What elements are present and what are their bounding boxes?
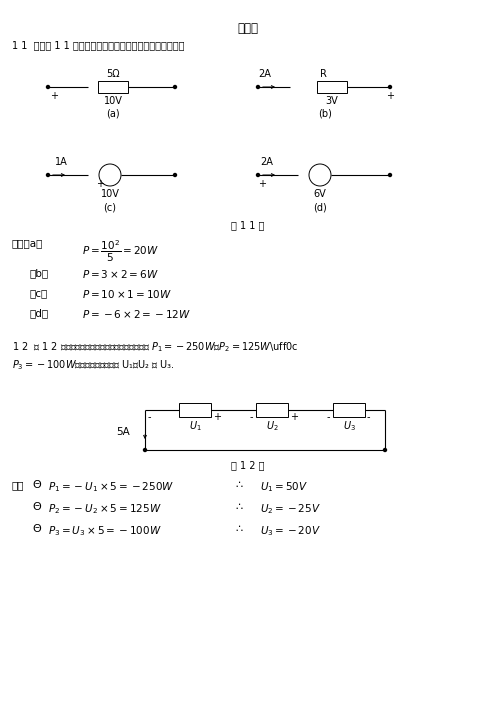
Text: (b): (b)	[318, 109, 332, 119]
Text: ∴: ∴	[235, 480, 242, 490]
Text: (c): (c)	[104, 202, 117, 212]
Text: -: -	[367, 412, 371, 422]
Text: +: +	[96, 179, 104, 189]
Text: +: +	[290, 412, 298, 422]
Text: 10V: 10V	[104, 96, 123, 106]
Bar	[333, 403, 365, 417]
Text: $U_1 = 50V$: $U_1 = 50V$	[260, 480, 308, 494]
Text: $P = -6 \times 2 = -12W$: $P = -6 \times 2 = -12W$	[82, 308, 191, 320]
Bar	[98, 81, 128, 93]
Text: (d): (d)	[313, 202, 327, 212]
Text: ∴: ∴	[235, 524, 242, 534]
Text: （b）: （b）	[30, 268, 49, 278]
Text: 10V: 10V	[101, 189, 120, 199]
Text: $P = 10 \times 1 = 10W$: $P = 10 \times 1 = 10W$	[82, 288, 172, 300]
Text: $P_3 = -100W$，求各元件上的电压 U₁、U₂ 及 U₃.: $P_3 = -100W$，求各元件上的电压 U₁、U₂ 及 U₃.	[12, 358, 175, 372]
Circle shape	[143, 449, 146, 451]
Text: $P = \dfrac{10^2}{5} = 20W$: $P = \dfrac{10^2}{5} = 20W$	[82, 239, 159, 264]
Text: 5A: 5A	[116, 427, 130, 437]
Text: 1 1  根据题 1 1 图中给定的数值，计算各元件吸收的功率。: 1 1 根据题 1 1 图中给定的数值，计算各元件吸收的功率。	[12, 40, 185, 50]
Text: $U_2 = -25V$: $U_2 = -25V$	[260, 502, 321, 516]
Text: R: R	[320, 69, 327, 79]
Text: $P_2 = -U_2 \times 5 = 125W$: $P_2 = -U_2 \times 5 = 125W$	[48, 502, 162, 516]
Circle shape	[174, 86, 177, 88]
Circle shape	[309, 164, 331, 186]
Text: +: +	[50, 91, 58, 101]
Text: 解：（a）: 解：（a）	[12, 238, 43, 248]
Text: 2A: 2A	[258, 69, 271, 79]
Text: （d）: （d）	[30, 308, 49, 318]
Text: 3V: 3V	[326, 96, 338, 106]
Circle shape	[388, 86, 391, 88]
Bar	[256, 403, 288, 417]
Text: $U_3$: $U_3$	[343, 419, 356, 433]
Text: $P_3 = U_3 \times 5 = -100W$: $P_3 = U_3 \times 5 = -100W$	[48, 524, 162, 538]
Text: (a): (a)	[106, 109, 120, 119]
Circle shape	[383, 449, 386, 451]
Text: $U_3 = -20V$: $U_3 = -20V$	[260, 524, 321, 538]
Text: $U_1$: $U_1$	[188, 419, 201, 433]
Text: +: +	[213, 412, 221, 422]
Text: 1A: 1A	[55, 157, 68, 167]
Circle shape	[256, 86, 259, 88]
Text: 5Ω: 5Ω	[106, 69, 120, 79]
Text: $P = 3 \times 2 = 6W$: $P = 3 \times 2 = 6W$	[82, 268, 159, 280]
Text: -: -	[327, 412, 330, 422]
Bar	[179, 403, 211, 417]
Text: 解：: 解：	[12, 480, 24, 490]
Text: -: -	[250, 412, 253, 422]
Text: Θ: Θ	[32, 480, 41, 490]
Text: $U_2$: $U_2$	[266, 419, 278, 433]
Circle shape	[47, 86, 50, 88]
Text: Θ: Θ	[32, 524, 41, 534]
Text: +: +	[386, 91, 394, 101]
Text: Θ: Θ	[32, 502, 41, 512]
Text: 题 1 1 图: 题 1 1 图	[231, 220, 265, 230]
Text: 2A: 2A	[260, 157, 273, 167]
Circle shape	[388, 173, 391, 176]
Circle shape	[256, 173, 259, 176]
Text: 1 2  题 1 2 图示电路，已知各元件发出的功率分别为 $P_1 = -250W$，$P_2 = 125W$\uff0c: 1 2 题 1 2 图示电路，已知各元件发出的功率分别为 $P_1 = -250…	[12, 340, 299, 354]
Circle shape	[47, 173, 50, 176]
Bar	[317, 81, 347, 93]
Text: （c）: （c）	[30, 288, 48, 298]
Text: ∴: ∴	[235, 502, 242, 512]
Text: 6V: 6V	[313, 189, 326, 199]
Text: $P_1 = -U_1 \times 5 = -250W$: $P_1 = -U_1 \times 5 = -250W$	[48, 480, 175, 494]
Text: 习题一: 习题一	[238, 22, 258, 35]
Circle shape	[99, 164, 121, 186]
Text: -: -	[148, 412, 151, 422]
Circle shape	[174, 173, 177, 176]
Text: 题 1 2 图: 题 1 2 图	[231, 460, 265, 470]
Text: +: +	[258, 179, 266, 189]
